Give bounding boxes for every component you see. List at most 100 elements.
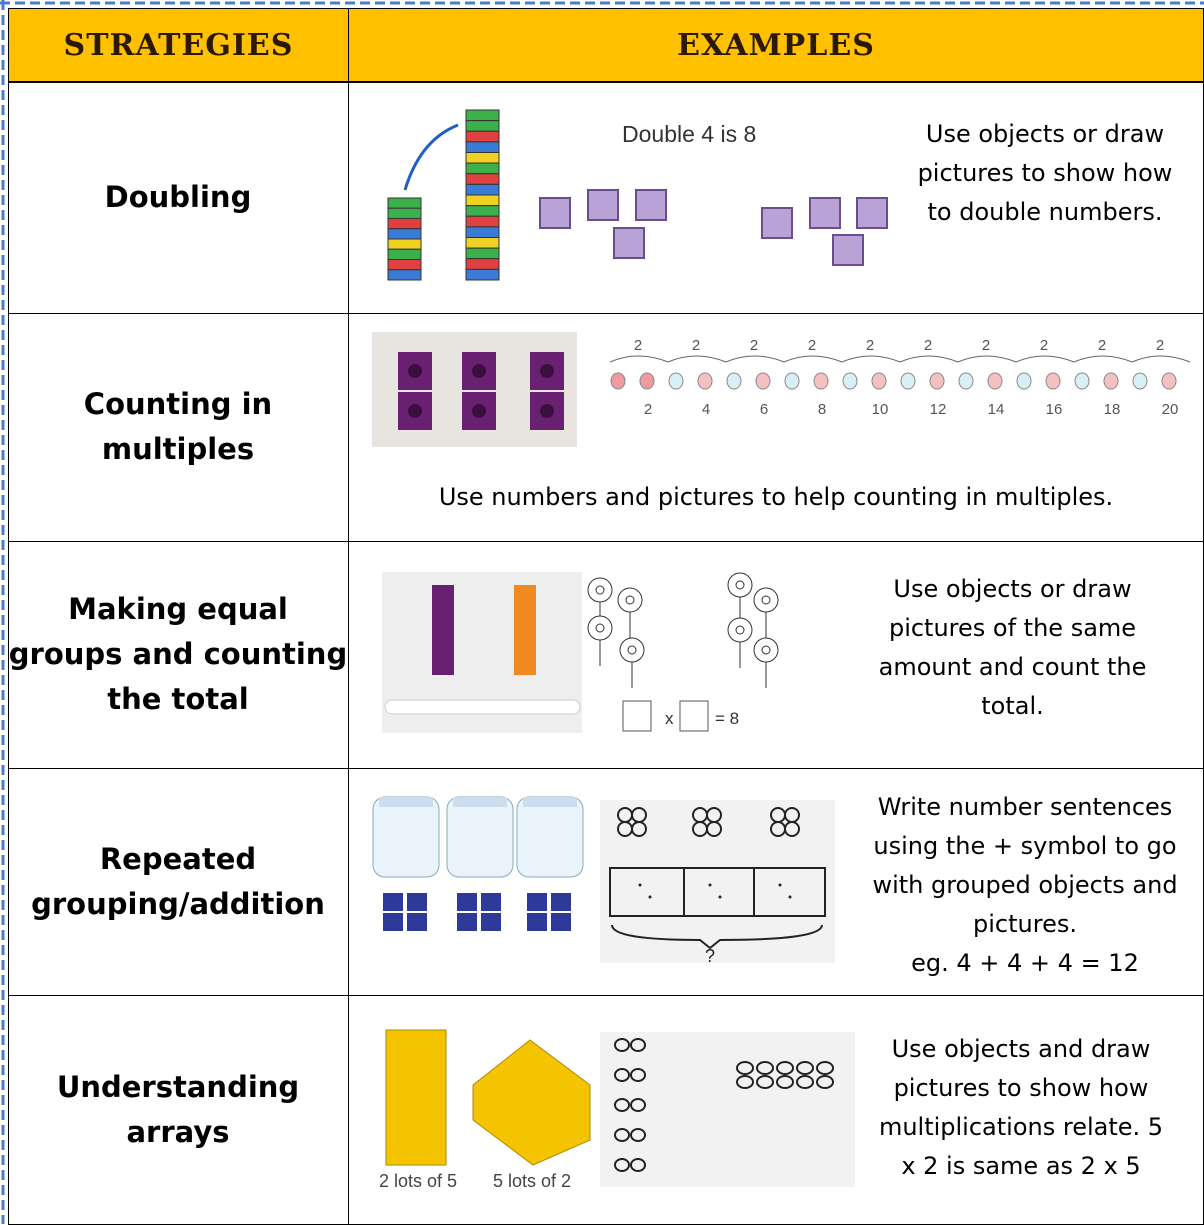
dot (788, 895, 792, 899)
group-size: 2 (982, 337, 990, 354)
cube-hole (408, 364, 422, 378)
group-size: 2 (692, 337, 700, 354)
description: Use objects or draw pictures of the same… (878, 575, 1147, 720)
arc (609, 355, 669, 363)
circle (614, 1128, 630, 1142)
line-number: 2 (644, 401, 652, 418)
cube-hole (408, 404, 422, 418)
block (385, 1029, 447, 1166)
bar-model (609, 867, 826, 917)
cube-hole (472, 404, 486, 418)
cube (465, 162, 500, 175)
arc (957, 355, 1017, 363)
bead (668, 372, 684, 390)
group-size: 2 (1156, 337, 1164, 354)
circle (776, 1075, 794, 1089)
caption: 2 lots of 5 (379, 1171, 457, 1191)
block (551, 893, 571, 911)
group-size: 2 (924, 337, 932, 354)
cube (465, 258, 500, 270)
drawn-circles (614, 1038, 834, 1172)
cube (387, 197, 422, 209)
arrow (403, 123, 459, 191)
cube (465, 205, 500, 217)
number-line: 2 2 2 2 2 2 2 2 2 2 2 4 6 8 10 12 14 16 18 20 (609, 337, 1191, 418)
description: Use objects and draw pictures to show ho… (878, 1035, 1164, 1180)
block (472, 1039, 591, 1166)
block (551, 913, 571, 931)
arc (1015, 355, 1075, 363)
cube (387, 248, 422, 260)
cube (387, 238, 422, 250)
line-number: 4 (702, 401, 710, 418)
caption: 5 lots of 2 (493, 1171, 571, 1191)
square (832, 234, 864, 266)
block (481, 913, 501, 931)
drawn-loops (617, 807, 800, 899)
group-size: 2 (866, 337, 874, 354)
description: Use objects or draw pictures to show how… (917, 120, 1173, 226)
circle (630, 1098, 646, 1112)
cube (465, 120, 500, 132)
circle (614, 1068, 630, 1082)
bead (1132, 372, 1148, 390)
bead (1016, 372, 1032, 390)
header-cell: EXAMPLES (348, 8, 1204, 82)
cube-hole (540, 404, 554, 418)
line-number: 6 (760, 401, 768, 418)
description: Use numbers and pictures to help countin… (438, 483, 1114, 511)
circle (816, 1061, 834, 1075)
arc (667, 355, 727, 363)
loop (706, 821, 722, 837)
cube-hole (472, 364, 486, 378)
dot (648, 895, 652, 899)
circle (630, 1068, 646, 1082)
block (527, 913, 547, 931)
cube (465, 109, 500, 122)
square (856, 197, 888, 229)
loop (784, 821, 800, 837)
description: Write number sentences using the + symbo… (872, 793, 1178, 938)
cube-stack (514, 585, 536, 675)
arc (1131, 355, 1191, 363)
line-number: 14 (988, 401, 1005, 418)
circle (614, 1098, 630, 1112)
square (809, 197, 841, 229)
cube (465, 215, 500, 228)
arc (1073, 355, 1133, 363)
photo (600, 800, 835, 963)
bead (1074, 372, 1090, 390)
bead (726, 372, 742, 390)
cube-stack (432, 585, 454, 675)
header-cell: STRATEGIES (8, 8, 349, 82)
block (481, 893, 501, 911)
yellow-blocks (385, 1029, 591, 1166)
cube (465, 268, 500, 281)
bead (1045, 372, 1061, 390)
circle (756, 1061, 774, 1075)
line-number: 18 (1104, 401, 1121, 418)
arc (725, 355, 785, 363)
line-number: 12 (930, 401, 947, 418)
group-size: 2 (750, 337, 758, 354)
jar-lid (523, 797, 577, 807)
example: eg. 4 + 4 + 4 = 12 (911, 949, 1139, 977)
bead (610, 372, 626, 390)
line-number: 16 (1046, 401, 1063, 418)
jar-lid (453, 797, 507, 807)
blank-box (622, 700, 652, 732)
block (383, 893, 403, 911)
line-number: 10 (872, 401, 889, 418)
flower-center (625, 595, 635, 605)
jar-lid (379, 797, 433, 807)
cube (465, 194, 500, 207)
dot (708, 883, 712, 887)
circle (614, 1158, 630, 1172)
group-size: 2 (1040, 337, 1048, 354)
group-size: 2 (634, 337, 642, 354)
strategy: Counting in multiples (83, 387, 273, 466)
arc (899, 355, 959, 363)
